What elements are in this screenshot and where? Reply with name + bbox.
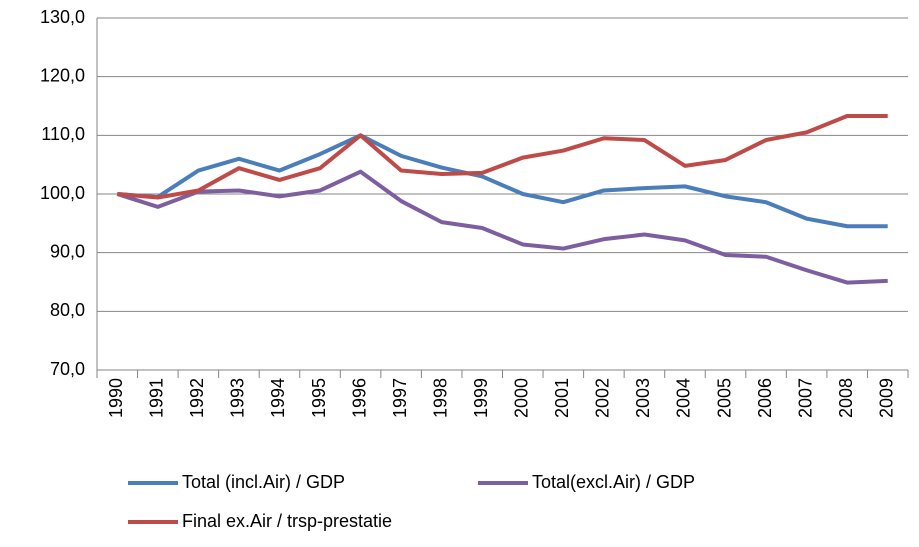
x-tick-label: 2000 [512, 378, 532, 418]
y-tick-label: 110,0 [41, 124, 85, 144]
y-tick-label: 130,0 [40, 7, 85, 27]
x-tick-label: 1996 [349, 378, 369, 418]
series-line [117, 133, 888, 229]
x-tick-label: 1998 [430, 378, 450, 418]
x-tick-label: 2002 [593, 378, 613, 418]
x-tick-label: 1999 [471, 378, 491, 418]
x-tick-label: 1990 [106, 378, 126, 418]
x-tick-label: 1994 [268, 378, 288, 418]
legend-label: Total(excl.Air) / GDP [532, 472, 695, 492]
x-tick-label: 2003 [633, 378, 653, 418]
series-line [117, 113, 888, 200]
legend-label: Total (incl.Air) / GDP [182, 472, 345, 492]
x-tick-label: 1995 [309, 378, 329, 418]
x-tick-label: 2004 [674, 378, 694, 418]
y-tick-label: 120,0 [40, 65, 85, 85]
series-line [116, 169, 888, 285]
x-tick-label: 2001 [552, 378, 572, 418]
x-tick-label: 1993 [228, 378, 248, 418]
y-tick-label: 70,0 [50, 359, 85, 379]
x-tick-label: 2008 [836, 378, 856, 418]
y-tick-label: 80,0 [50, 300, 85, 320]
y-tick-label: 90,0 [50, 241, 85, 261]
x-tick-label: 1991 [147, 378, 167, 418]
x-tick-label: 2007 [795, 378, 815, 418]
legend-label: Final ex.Air / trsp-prestatie [182, 511, 392, 531]
x-tick-label: 2006 [755, 378, 775, 418]
x-tick-label: 2005 [714, 378, 734, 418]
x-tick-label: 2009 [876, 378, 896, 418]
x-tick-label: 1997 [390, 378, 410, 418]
x-tick-label: 1992 [187, 378, 207, 418]
y-tick-label: 100,0 [40, 183, 85, 203]
